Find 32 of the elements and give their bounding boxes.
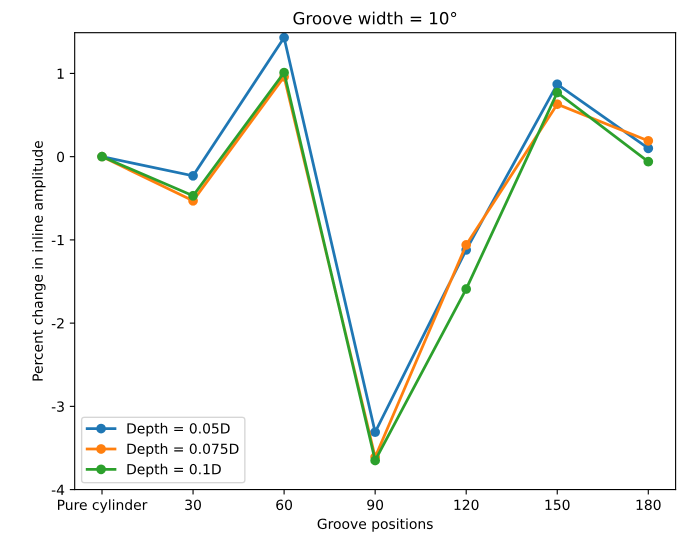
legend-label: Depth = 0.1D (127, 464, 221, 478)
y-axis-title: Percent change in inline amplitude (32, 141, 46, 381)
point (552, 88, 562, 98)
y-tick-label: 1 (58, 68, 64, 79)
point (643, 156, 654, 167)
chart-title: Groove width = 10° (293, 12, 456, 25)
legend-label: Depth = 0.075D (127, 443, 238, 457)
y-tick-label: 0 (57, 152, 64, 162)
point (461, 284, 472, 294)
x-axis-title: Groove positions (318, 518, 433, 532)
x-tick-label: 30 (185, 500, 201, 510)
point (279, 68, 289, 78)
point (461, 240, 472, 250)
x-tick-label: 120 (454, 500, 479, 510)
point (370, 456, 380, 466)
point (188, 190, 198, 201)
y-tick-label: -3 (52, 401, 64, 412)
y-tick-label: -4 (52, 484, 64, 495)
y-tick-label: -1 (52, 235, 64, 246)
x-tick-label: 180 (636, 500, 661, 510)
point (552, 79, 562, 90)
point (279, 32, 289, 42)
point (552, 99, 562, 110)
x-tick-label: Pure cylinder (58, 499, 148, 513)
point (188, 170, 198, 181)
legend-label: Depth = 0.05D (127, 422, 230, 436)
point (643, 136, 654, 146)
x-tick-label: 90 (367, 500, 384, 510)
x-tick-label: 60 (276, 500, 292, 510)
x-tick-label: 150 (546, 500, 570, 510)
point (370, 427, 380, 438)
y-tick-label: -2 (52, 318, 64, 328)
